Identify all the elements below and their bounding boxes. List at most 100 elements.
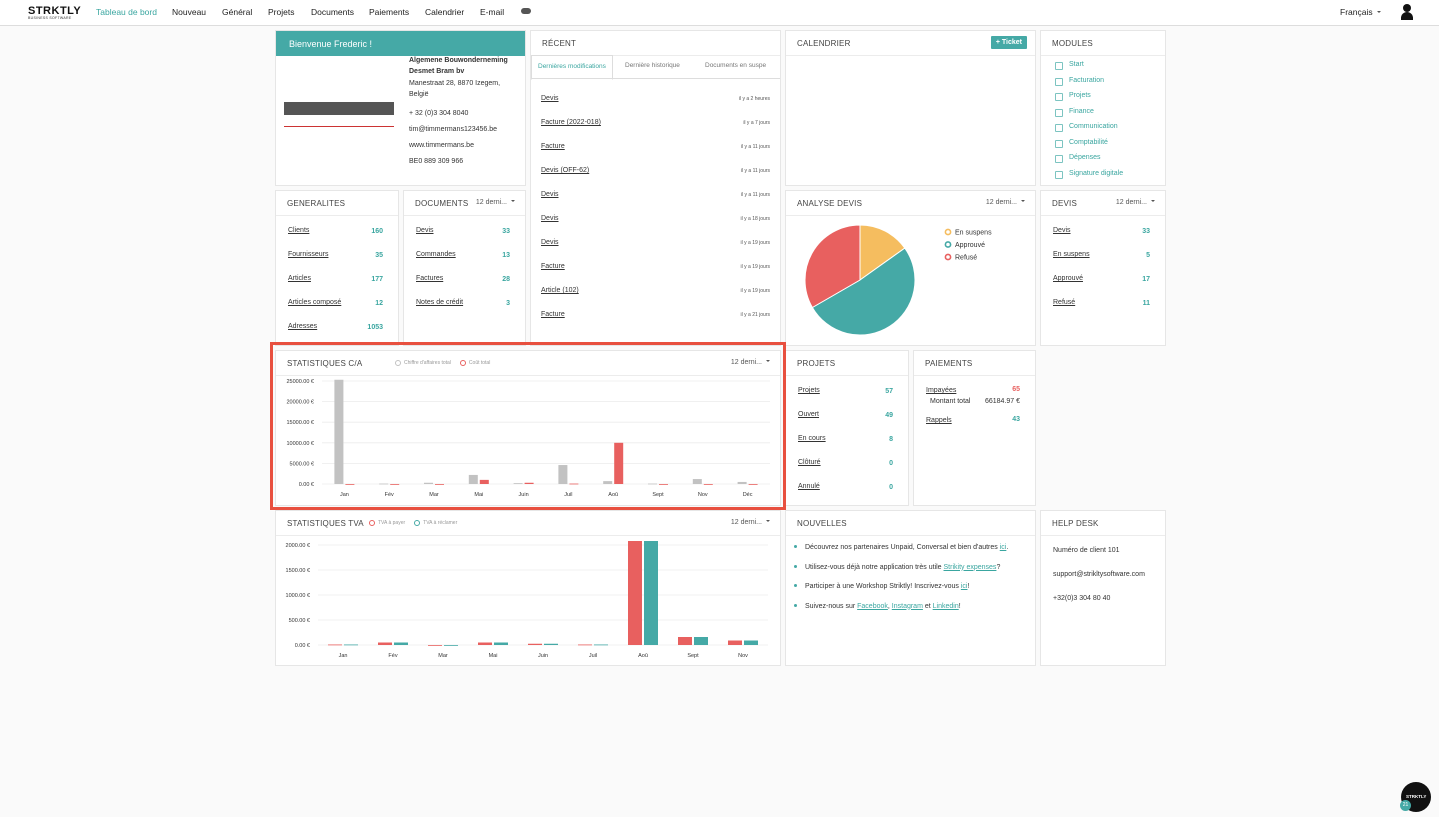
nav-item[interactable]: Nouveau: [172, 7, 207, 17]
row-label[interactable]: Clôturé: [798, 459, 821, 466]
row-label[interactable]: Devis: [1053, 227, 1071, 234]
news-link[interactable]: Strikity expenses: [943, 563, 997, 571]
panel-title: STATISTIQUES TVA: [287, 519, 364, 528]
row-value: 49: [885, 412, 893, 419]
news-text: ,: [887, 602, 892, 610]
recent-item[interactable]: Devis: [541, 239, 559, 246]
recent-item[interactable]: Facture: [541, 263, 565, 270]
nav-item[interactable]: E-mail: [480, 7, 505, 17]
row-value: 12: [375, 300, 383, 307]
row-label[interactable]: Annulé: [798, 483, 820, 490]
period-filter[interactable]: 12 derni...: [731, 519, 770, 526]
recent-item[interactable]: Devis (OFF-62): [541, 167, 590, 174]
row-label[interactable]: Approuvé: [1053, 275, 1083, 282]
panel-title: ANALYSE DEVIS: [797, 199, 863, 208]
recent-item[interactable]: Article (102): [541, 287, 579, 294]
period-filter[interactable]: 12 derni...: [986, 199, 1025, 206]
module-link[interactable]: Signature digitale: [1069, 169, 1124, 177]
row-label[interactable]: Notes de crédit: [416, 299, 464, 306]
nav-item[interactable]: Projets: [268, 7, 295, 17]
company-logo: [284, 102, 394, 127]
row-label[interactable]: Fournisseurs: [288, 251, 329, 258]
panel-header: RÉCENT: [531, 31, 780, 56]
panel-header: STATISTIQUES TVA 12 derni... TVA à payer TV…: [276, 511, 780, 536]
row-label[interactable]: Commandes: [416, 251, 456, 258]
panel-title: GENERALITES: [287, 199, 346, 208]
vat-number: BE0 889 309 966: [409, 158, 464, 165]
row-label[interactable]: Clients: [288, 227, 310, 234]
module-link[interactable]: Comptabilité: [1069, 138, 1108, 146]
recent-item[interactable]: Devis: [541, 215, 559, 222]
row-label[interactable]: Projets: [798, 387, 820, 394]
row-label[interactable]: En suspens: [1053, 251, 1090, 258]
nav-item[interactable]: Paiements: [369, 7, 410, 17]
recent-item[interactable]: Facture: [541, 311, 565, 318]
row-label[interactable]: Articles: [288, 275, 311, 282]
reminders-label[interactable]: Rappels: [926, 417, 952, 424]
row-label[interactable]: Ouvert: [798, 411, 820, 418]
row-label[interactable]: Factures: [416, 275, 444, 282]
unpaid-label[interactable]: Impayées: [926, 387, 957, 394]
news-link[interactable]: Instagram: [891, 602, 923, 610]
row-value: 33: [502, 228, 510, 235]
analyse-devis-panel: ANALYSE DEVIS 12 derni...: [785, 190, 1036, 346]
news-link[interactable]: ici: [999, 544, 1007, 551]
welcome-header: [276, 31, 525, 56]
row-label[interactable]: Articles composé: [288, 299, 342, 306]
panel-header: PROJETS: [786, 351, 908, 376]
nav-item[interactable]: Général: [222, 7, 253, 17]
recent-time: il y a 11 jours: [740, 192, 770, 198]
panel-title: CALENDRIER: [797, 39, 851, 48]
nav-item[interactable]: Calendrier: [425, 7, 465, 17]
panel-title: DOCUMENTS: [415, 199, 469, 208]
nav-item[interactable]: Documents: [311, 7, 354, 17]
helpdesk-line: Numéro de client 101: [1053, 547, 1120, 554]
module-link[interactable]: Start: [1069, 61, 1084, 68]
phone: + 32 (0)3 304 8040: [409, 110, 469, 117]
ticket-button[interactable]: + Ticket: [990, 36, 1027, 49]
panel-header: HELP DESK: [1041, 511, 1165, 536]
panel-title: RÉCENT: [542, 39, 577, 48]
nav-item[interactable]: Tableau de bord: [96, 7, 157, 17]
period-filter[interactable]: 12 derni...: [731, 359, 770, 366]
tab[interactable]: Dernière historique: [625, 62, 680, 69]
row-label[interactable]: Adresses: [288, 323, 318, 330]
recent-item[interactable]: Facture: [541, 143, 565, 150]
user-icon[interactable]: [1401, 4, 1413, 20]
user-head: [1403, 4, 1411, 12]
legend-dot: [414, 520, 421, 526]
panel-header: CALENDRIER: [786, 31, 1035, 56]
module-link[interactable]: Finance: [1069, 107, 1094, 115]
recent-item[interactable]: Devis: [541, 191, 559, 198]
module-link[interactable]: Projets: [1069, 92, 1091, 99]
recent-time: il y a 11 jours: [740, 144, 770, 150]
calendar-panel: CALENDRIER + Ticket: [785, 30, 1036, 186]
news-item: Participer à une Workshop Striktly! Insc…: [794, 583, 969, 590]
language-select[interactable]: Français: [1340, 7, 1429, 17]
module-link[interactable]: Communication: [1069, 123, 1118, 130]
tab[interactable]: Dernières modifications: [531, 55, 613, 80]
news-text: Découvrez nos partenaires Unpaid, Conver…: [805, 544, 1000, 551]
row-label[interactable]: En cours: [798, 435, 826, 442]
period-filter[interactable]: 12 derni...: [476, 199, 515, 206]
row-label[interactable]: Devis: [416, 227, 434, 234]
recent-item[interactable]: Facture (2022-018): [541, 119, 601, 126]
recent-time: il y a 11 jours: [740, 168, 770, 174]
news-link[interactable]: Facebook: [857, 602, 888, 610]
news-link[interactable]: ici: [960, 583, 968, 590]
row-label[interactable]: Refusé: [1053, 299, 1076, 306]
period-filter[interactable]: 12 derni...: [1116, 199, 1155, 206]
module-link[interactable]: Facturation: [1069, 76, 1105, 84]
recent-item[interactable]: Devis: [541, 95, 559, 102]
helpdesk-line: +32(0)3 304 80 40: [1053, 595, 1111, 602]
row-value: 28: [502, 276, 510, 283]
recent-time: il y a 21 jours: [740, 312, 770, 318]
news-link[interactable]: Linkedin: [932, 602, 959, 610]
email: tim@timmermans123456.be: [409, 126, 498, 133]
chart-panel: STATISTIQUES TVA 12 derni... TVA à payer TV…: [275, 510, 781, 666]
tab[interactable]: Documents en suspe: [705, 62, 767, 69]
company-name-2: Desmet Bram bv: [409, 68, 465, 75]
module-icon: [1055, 139, 1063, 148]
module-link[interactable]: Dépenses: [1069, 154, 1101, 161]
cloud-icon[interactable]: [521, 8, 531, 14]
